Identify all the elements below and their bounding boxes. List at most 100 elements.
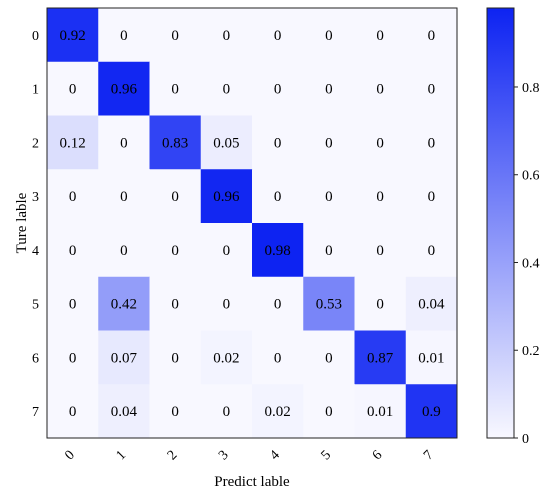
heatmap-cell-4-5: [303, 223, 355, 278]
colorbar-gradient: [486, 7, 515, 439]
x-tick-label-0: 0: [62, 448, 78, 464]
cell-value-label-2-6: 0: [376, 135, 384, 151]
cell-value-label-7-3: 0: [223, 404, 231, 420]
heatmap-cell-7-0: [47, 384, 99, 439]
heatmap-cell-2-3: [200, 115, 253, 170]
heatmap-cell-3-4: [252, 169, 304, 224]
cell-value-label-5-3: 0: [223, 297, 231, 313]
cell-value-label-3-2: 0: [171, 189, 179, 205]
cell-value-label-2-0: 0.12: [60, 135, 86, 151]
cell-value-label-7-6: 0.01: [367, 404, 393, 420]
heatmap-cell-5-0: [47, 276, 99, 331]
cell-value-label-4-1: 0: [120, 243, 128, 259]
cell-value-label-6-1: 0.07: [111, 350, 138, 366]
heatmap-cell-7-2: [149, 384, 202, 439]
x-tick-label-1: 1: [114, 448, 130, 464]
cell-value-label-3-6: 0: [376, 189, 384, 205]
heatmap-cell-6-3: [200, 330, 253, 385]
heatmap-cell-5-7: [405, 276, 458, 331]
heatmap-cell-4-2: [149, 223, 202, 278]
x-tick-label-5: 5: [319, 448, 335, 464]
heatmap-cell-3-0: [47, 169, 99, 224]
heatmap-cell-1-3: [200, 61, 253, 116]
heatmap-cell-0-6: [354, 8, 407, 63]
heatmap-cell-7-6: [354, 384, 407, 439]
cell-value-label-6-2: 0: [171, 350, 179, 366]
plot-frame: [46, 7, 458, 439]
cell-value-label-4-6: 0: [376, 243, 384, 259]
colorbar-tick-label-0: 0: [522, 432, 529, 447]
cell-value-label-5-0: 0: [69, 297, 77, 313]
colorbar: 0 0.2 0.4 0.6 0.8: [486, 7, 540, 447]
cell-value-label-2-1: 0: [120, 135, 128, 151]
cell-value-label-1-2: 0: [171, 82, 179, 98]
y-tick-label-0: 0: [32, 29, 39, 44]
colorbar-tick-label-4: 0.8: [522, 81, 540, 96]
cell-value-label-1-3: 0: [223, 82, 231, 98]
heatmap-cell-7-7: [405, 384, 458, 439]
heatmap-cell-0-5: [303, 8, 355, 63]
heatmap-cell-1-4: [252, 61, 304, 116]
heatmap-cell-6-2: [149, 330, 202, 385]
heatmap-cell-5-3: [200, 276, 253, 331]
y-tick-label-4: 4: [32, 244, 39, 259]
cell-value-label-7-7: 0.9: [422, 404, 441, 420]
cell-value-label-0-0: 0.92: [60, 28, 86, 44]
cell-value-label-6-6: 0.87: [367, 350, 394, 366]
cell-value-label-0-1: 0: [120, 28, 128, 44]
cell-value-label-6-4: 0: [274, 350, 282, 366]
cell-value-label-4-7: 0: [428, 243, 436, 259]
cell-value-label-3-0: 0: [69, 189, 77, 205]
cell-value-label-7-5: 0: [325, 404, 333, 420]
cell-value-label-3-1: 0: [120, 189, 128, 205]
heatmap-cell-6-6: [354, 330, 407, 385]
y-tick-label-2: 2: [32, 136, 39, 151]
heatmap-cell-4-6: [354, 223, 407, 278]
cell-value-label-0-5: 0: [325, 28, 333, 44]
heatmap-cell-0-0: [47, 8, 99, 63]
colorbar-tick-label-2: 0.4: [522, 256, 540, 271]
heatmap-cell-5-4: [252, 276, 304, 331]
heatmap-cell-0-3: [200, 8, 253, 63]
cell-value-label-3-3: 0.96: [213, 189, 240, 205]
colorbar-ticks: 0 0.2 0.4 0.6 0.8: [514, 81, 540, 447]
y-tick-label-5: 5: [32, 298, 39, 313]
heatmap-cell-4-1: [98, 223, 150, 278]
heatmap-cell-2-1: [98, 115, 150, 170]
heatmap-cell-6-0: [47, 330, 99, 385]
cell-value-label-0-4: 0: [274, 28, 282, 44]
cell-value-label-1-7: 0: [428, 82, 436, 98]
heatmap-cell-5-5: [303, 276, 355, 331]
heatmap-cell-0-1: [98, 8, 150, 63]
cell-value-label-7-0: 0: [69, 404, 77, 420]
heatmap-cell-1-5: [303, 61, 355, 116]
colorbar-tick-label-1: 0.2: [522, 344, 540, 359]
x-tick-label-4: 4: [267, 448, 283, 464]
cell-value-label-1-4: 0: [274, 82, 282, 98]
heatmap-cell-6-7: [405, 330, 458, 385]
cell-value-label-0-6: 0: [376, 28, 384, 44]
cell-value-label-4-4: 0.98: [265, 243, 291, 259]
cell-value-label-4-0: 0: [69, 243, 77, 259]
heatmap-cell-5-2: [149, 276, 202, 331]
heatmap-cell-7-4: [252, 384, 304, 439]
cell-value-label-1-0: 0: [69, 82, 77, 98]
heatmap-cell-1-6: [354, 61, 407, 116]
heatmap-cell-3-1: [98, 169, 150, 224]
x-tick-label-7: 7: [421, 448, 437, 464]
x-axis-label: Predict lable: [214, 474, 290, 490]
heatmap-cell-3-2: [149, 169, 202, 224]
x-tick-label-6: 6: [370, 448, 386, 464]
heatmap-cell-2-2: [149, 115, 202, 170]
cell-value-label-5-4: 0: [274, 297, 282, 313]
cell-value-label-0-2: 0: [171, 28, 179, 44]
cell-value-label-7-4: 0.02: [265, 404, 291, 420]
y-tick-label-7: 7: [32, 405, 39, 420]
colorbar-tick-label-3: 0.6: [522, 169, 540, 184]
heatmap-cell-0-7: [405, 8, 458, 63]
heatmap-cell-7-5: [303, 384, 355, 439]
heatmap-cell-0-2: [149, 8, 202, 63]
heatmap-cell-1-2: [149, 61, 202, 116]
cell-value-label-2-2: 0.83: [162, 135, 188, 151]
